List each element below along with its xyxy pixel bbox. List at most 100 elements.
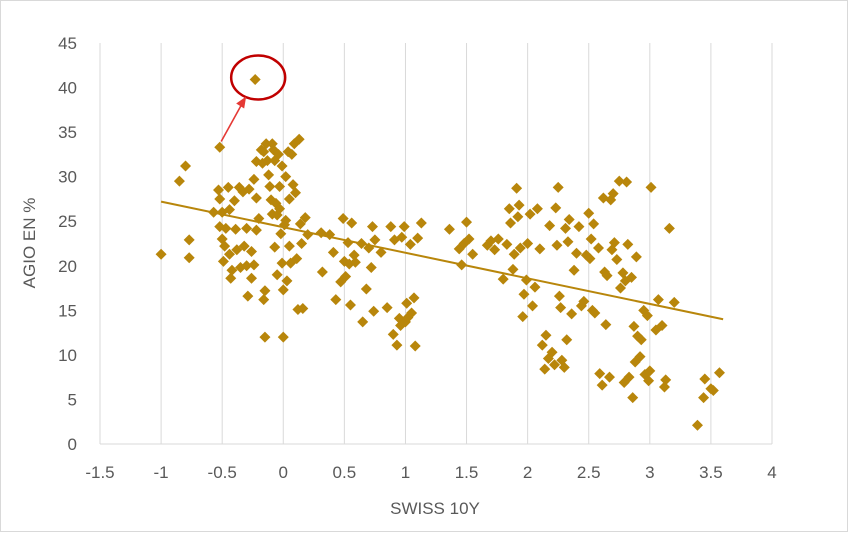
scatter-point bbox=[617, 267, 629, 279]
scatter-point bbox=[524, 208, 536, 220]
scatter-point bbox=[571, 247, 583, 259]
scatter-point bbox=[412, 232, 424, 244]
scatter-point bbox=[652, 294, 664, 306]
scatter-point bbox=[275, 228, 287, 240]
scatter-point bbox=[264, 180, 276, 192]
scatter-point bbox=[625, 271, 637, 283]
scatter-point bbox=[224, 204, 236, 216]
scatter-point bbox=[269, 241, 281, 253]
y-tick-label: 10 bbox=[58, 346, 77, 365]
y-tick-label: 40 bbox=[58, 79, 77, 98]
scatter-point bbox=[539, 363, 551, 375]
scatter-point bbox=[183, 252, 195, 264]
scatter-point bbox=[280, 171, 292, 183]
scatter-point bbox=[230, 223, 242, 235]
scatter-point bbox=[562, 236, 574, 248]
scatter-point bbox=[520, 274, 532, 286]
scatter-point bbox=[573, 221, 585, 233]
scatter-point bbox=[497, 273, 509, 285]
scatter-point bbox=[228, 195, 240, 207]
scatter-point bbox=[246, 246, 258, 258]
trendline-group bbox=[160, 200, 724, 321]
scatter-point bbox=[613, 175, 625, 187]
scatter-point bbox=[643, 375, 655, 387]
scatter-point bbox=[259, 285, 271, 297]
scatter-point bbox=[360, 283, 372, 295]
scatter-point bbox=[501, 238, 513, 250]
y-tick-label: 20 bbox=[58, 257, 77, 276]
scatter-point bbox=[293, 133, 305, 145]
scatter-point bbox=[348, 249, 360, 261]
scatter-point bbox=[155, 248, 167, 260]
y-tick-label: 45 bbox=[58, 34, 77, 53]
scatter-point bbox=[534, 243, 546, 255]
scatter-point bbox=[408, 292, 420, 304]
scatter-point bbox=[296, 238, 308, 249]
scatter-point bbox=[248, 173, 260, 185]
x-tick-label: 1.5 bbox=[455, 463, 479, 482]
scatter-point bbox=[589, 307, 601, 319]
scatter-point bbox=[463, 233, 475, 245]
scatter-point bbox=[294, 218, 306, 230]
scatter-point bbox=[297, 303, 309, 315]
trendline bbox=[160, 200, 724, 321]
scatter-point bbox=[340, 270, 352, 282]
scatter-point bbox=[485, 235, 497, 247]
scatter-point bbox=[258, 146, 270, 158]
scatter-point bbox=[299, 212, 311, 224]
scatter-point bbox=[337, 213, 349, 225]
scatter-point bbox=[552, 181, 564, 193]
y-tick-label: 25 bbox=[58, 212, 77, 231]
scatter-point bbox=[214, 193, 226, 205]
scatter-point bbox=[513, 199, 525, 211]
x-tick-label: 0 bbox=[279, 463, 288, 482]
scatter-point bbox=[260, 138, 272, 150]
scatter-point bbox=[489, 244, 501, 256]
scatter-point bbox=[250, 192, 262, 204]
scatter-point bbox=[584, 253, 596, 265]
scatter-point bbox=[406, 307, 418, 319]
scatter-point bbox=[226, 264, 238, 276]
scatter-point bbox=[518, 288, 530, 300]
arrow-shaft bbox=[220, 103, 243, 142]
scatter-point bbox=[529, 281, 541, 293]
x-tick-label: 4 bbox=[767, 463, 776, 482]
scatter-point bbox=[286, 148, 298, 160]
scatter-point bbox=[219, 240, 231, 252]
annotation-group bbox=[220, 54, 287, 142]
tick-labels: -1.5 -1 -0.5 0 0.5 1 1.5 2 2.5 3 3.5 40510152025303… bbox=[58, 34, 777, 482]
x-tick-label: 3 bbox=[645, 463, 654, 482]
scatter-point bbox=[707, 385, 719, 397]
scatter-point bbox=[401, 297, 413, 309]
scatter-point bbox=[603, 371, 615, 383]
outlier-point bbox=[249, 74, 261, 86]
scatter-point bbox=[366, 221, 378, 233]
x-tick-label: -1.5 bbox=[85, 463, 114, 482]
scatter-point bbox=[173, 175, 185, 187]
scatter-point bbox=[443, 223, 455, 235]
scatter-point bbox=[641, 310, 653, 322]
scatter-point bbox=[316, 266, 328, 278]
scatter-point bbox=[568, 264, 580, 276]
scatter-point bbox=[283, 193, 295, 205]
scatter-point bbox=[357, 316, 369, 328]
scatter-point bbox=[503, 203, 515, 215]
scatter-point bbox=[261, 155, 273, 167]
scatter-point bbox=[546, 346, 558, 358]
x-tick-label: -0.5 bbox=[208, 463, 237, 482]
scatter-point bbox=[531, 203, 543, 215]
scatter-point bbox=[691, 419, 703, 431]
scatter-point bbox=[622, 238, 634, 250]
scatter-point bbox=[614, 282, 626, 294]
scatter-point bbox=[225, 272, 237, 284]
scatter-point bbox=[514, 242, 526, 254]
scatter-point bbox=[511, 182, 523, 194]
scatter-point bbox=[346, 217, 358, 229]
scatter-point bbox=[291, 253, 303, 265]
scatter-point bbox=[600, 319, 612, 331]
y-tick-label: 5 bbox=[68, 390, 77, 409]
scatter-point bbox=[644, 365, 656, 377]
scatter-point bbox=[280, 214, 292, 226]
